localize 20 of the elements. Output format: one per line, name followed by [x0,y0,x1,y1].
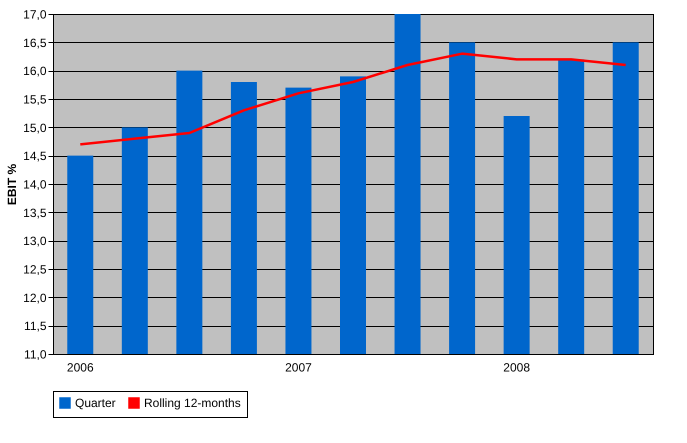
y-tick-label: 11,5 [24,319,47,334]
y-tick-label: 15,0 [23,120,47,135]
x-tick-label: 2008 [503,360,530,374]
y-tick-label: 12,0 [23,290,47,305]
y-axis-title: EBIT % [5,164,20,206]
y-tick-label: 14,0 [23,178,47,192]
legend-label: Rolling 12-months [144,396,241,410]
legend-label: Quarter [75,396,116,410]
y-tick-label: 13,5 [23,206,47,220]
x-tick-label: 2006 [66,360,94,374]
y-tick-label: 14,5 [23,149,47,164]
y-tick-label: 17,0 [23,8,47,22]
x-tick-label: 2007 [285,360,312,374]
y-tick-label: 12,5 [23,262,47,276]
y-tick-label: 11,0 [24,348,47,362]
y-tick-label: 15,5 [23,92,47,106]
line-series [79,52,627,146]
y-tick-label: 13,0 [23,234,47,248]
y-tick-label: 16,5 [23,36,47,50]
y-tick-label: 16,0 [23,64,47,78]
